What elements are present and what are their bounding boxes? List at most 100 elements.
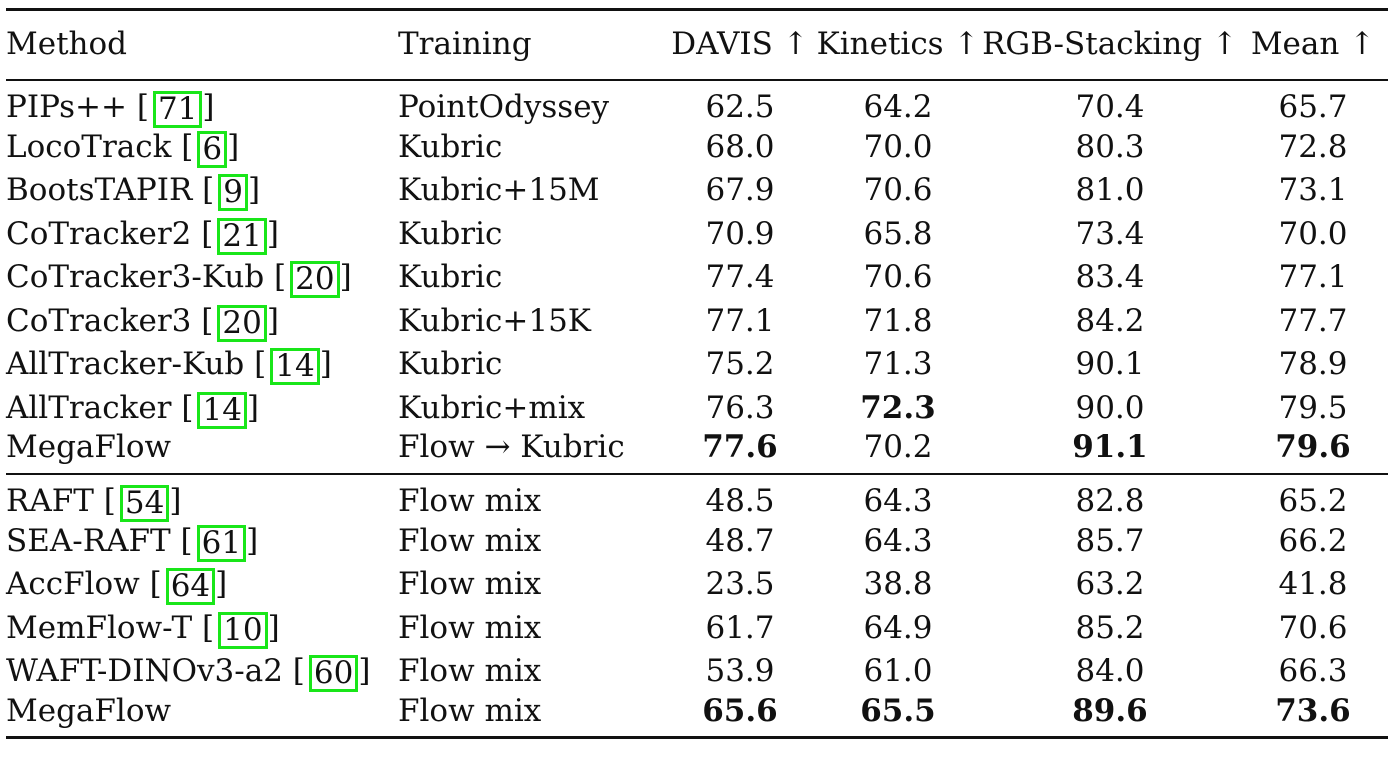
citation-link[interactable]: 14 <box>270 348 320 386</box>
mean-cell: 70.0 <box>1278 215 1348 252</box>
rgb-stacking-cell: 85.2 <box>1075 609 1145 646</box>
method-name: SEA-RAFT <box>6 522 171 559</box>
davis-cell: 76.3 <box>705 389 775 426</box>
method-cell: AccFlow [64] <box>6 566 228 606</box>
method-name: MemFlow-T <box>6 609 193 646</box>
method-name: MegaFlow <box>6 428 172 465</box>
kinetics-cell: 70.2 <box>863 428 933 465</box>
rgb-stacking-cell: 85.7 <box>1075 522 1145 559</box>
rgb-stacking-cell: 80.3 <box>1075 128 1145 165</box>
table-row: BootsTAPIR [9] Kubric+15M 67.9 70.6 81.0… <box>6 169 1388 213</box>
training-cell: Flow mix <box>398 482 542 519</box>
mean-cell: 66.2 <box>1278 522 1348 559</box>
training-cell: Flow mix <box>398 653 542 690</box>
training-cell: Kubric <box>398 346 503 383</box>
table-row: MemFlow-T [10] Flow mix 61.7 64.9 85.2 7… <box>6 607 1388 651</box>
mean-cell: 65.7 <box>1278 88 1348 125</box>
citation-link[interactable]: 54 <box>119 484 170 522</box>
method-name: CoTracker3-Kub <box>6 259 265 296</box>
method-name: PIPs++ <box>6 88 127 125</box>
mean-cell: 70.6 <box>1278 609 1348 646</box>
mean-cell: 73.1 <box>1278 172 1348 209</box>
rgb-stacking-cell-best: 91.1 <box>1072 428 1148 465</box>
table-row: RAFT [54] Flow mix 48.5 64.3 82.8 65.2 <box>6 474 1388 522</box>
mean-cell: 66.3 <box>1278 653 1348 690</box>
rgb-stacking-cell-best: 89.6 <box>1072 693 1148 729</box>
table-row: WAFT-DINOv3-a2 [60] Flow mix 53.9 61.0 8… <box>6 650 1388 694</box>
kinetics-cell: 64.2 <box>863 88 933 125</box>
table-row: CoTracker3 [20] Kubric+15K 77.1 71.8 84.… <box>6 300 1388 344</box>
method-cell: MegaFlow <box>6 694 398 738</box>
training-cell: Flow mix <box>398 522 542 559</box>
kinetics-cell: 71.8 <box>863 302 933 339</box>
method-name: AllTracker-Kub <box>6 346 245 383</box>
results-table-container: Method Training DAVIS ↑ Kinetics ↑ RGB-S… <box>6 8 1388 739</box>
kinetics-cell: 64.9 <box>863 609 933 646</box>
citation-link[interactable]: 20 <box>217 304 267 342</box>
mean-cell: 77.7 <box>1278 302 1348 339</box>
citation-link[interactable]: 61 <box>196 524 247 562</box>
method-cell: BootsTAPIR [9] <box>6 172 261 212</box>
table-row: PIPs++ [71] PointOdyssey 62.5 64.2 70.4 … <box>6 80 1388 128</box>
table-row: CoTracker3-Kub [20] Kubric 77.4 70.6 83.… <box>6 256 1388 300</box>
kinetics-cell: 65.8 <box>863 215 933 252</box>
training-cell: Kubric <box>398 259 503 296</box>
method-cell: MegaFlow <box>6 430 398 474</box>
header-rgb-stacking: RGB-Stacking ↑ <box>982 26 1238 63</box>
method-cell: MemFlow-T [10] <box>6 609 280 649</box>
citation-link[interactable]: 6 <box>197 130 228 168</box>
rgb-stacking-cell: 83.4 <box>1075 259 1145 296</box>
davis-cell: 75.2 <box>705 346 775 383</box>
method-name: LocoTrack <box>6 128 172 165</box>
training-cell: Flow mix <box>398 609 542 646</box>
header-training: Training <box>398 26 532 63</box>
davis-cell: 68.0 <box>705 128 775 165</box>
citation-link[interactable]: 64 <box>165 568 216 606</box>
davis-cell: 77.1 <box>705 302 775 339</box>
citation-link[interactable]: 10 <box>218 611 268 649</box>
method-name: BootsTAPIR <box>6 172 193 209</box>
table-header: Method Training DAVIS ↑ Kinetics ↑ RGB-S… <box>6 9 1388 80</box>
method-cell: LocoTrack [6] <box>6 128 240 168</box>
table-row: CoTracker2 [21] Kubric 70.9 65.8 73.4 70… <box>6 213 1388 257</box>
method-cell: AllTracker-Kub [14] <box>6 346 332 386</box>
citation-link[interactable]: 71 <box>152 90 203 128</box>
davis-cell: 61.7 <box>705 609 775 646</box>
training-cell: Kubric <box>398 128 503 165</box>
kinetics-cell: 64.3 <box>863 482 933 519</box>
method-name: WAFT-DINOv3-a2 <box>6 653 283 690</box>
header-method: Method <box>6 26 128 63</box>
mean-cell: 72.8 <box>1278 128 1348 165</box>
training-cell: Flow mix <box>398 566 542 603</box>
method-name: AllTracker <box>6 389 172 426</box>
davis-cell: 53.9 <box>705 653 775 690</box>
citation-link[interactable]: 20 <box>290 261 340 299</box>
kinetics-cell: 70.0 <box>863 128 933 165</box>
davis-cell: 23.5 <box>705 566 775 603</box>
header-row: Method Training DAVIS ↑ Kinetics ↑ RGB-S… <box>6 9 1388 80</box>
rgb-stacking-cell: 84.2 <box>1075 302 1145 339</box>
kinetics-cell: 70.6 <box>863 259 933 296</box>
training-cell: Kubric+mix <box>398 389 586 426</box>
method-name: CoTracker3 <box>6 302 192 339</box>
header-mean: Mean ↑ <box>1250 26 1376 63</box>
method-name: AccFlow <box>6 566 140 603</box>
training-cell: Kubric+15K <box>398 302 591 339</box>
table-row: MegaFlow Flow → Kubric 77.6 70.2 91.1 79… <box>6 430 1388 474</box>
davis-cell: 67.9 <box>705 172 775 209</box>
method-name: MegaFlow <box>6 693 172 729</box>
citation-link[interactable]: 9 <box>218 174 248 212</box>
rgb-stacking-cell: 82.8 <box>1075 482 1145 519</box>
table-group-trackers: PIPs++ [71] PointOdyssey 62.5 64.2 70.4 … <box>6 80 1388 474</box>
rgb-stacking-cell: 63.2 <box>1075 566 1145 603</box>
citation-link[interactable]: 60 <box>308 655 359 693</box>
table-row: AllTracker [14] Kubric+mix 76.3 72.3 90.… <box>6 387 1388 431</box>
header-kinetics: Kinetics ↑ <box>816 26 980 63</box>
rgb-stacking-cell: 81.0 <box>1075 172 1145 209</box>
citation-link[interactable]: 21 <box>217 217 267 255</box>
mean-cell: 78.9 <box>1278 346 1348 383</box>
citation-link[interactable]: 14 <box>197 391 247 429</box>
method-cell: CoTracker3 [20] <box>6 302 279 342</box>
method-cell: PIPs++ [71] <box>6 88 215 128</box>
rgb-stacking-cell: 90.0 <box>1075 389 1145 426</box>
